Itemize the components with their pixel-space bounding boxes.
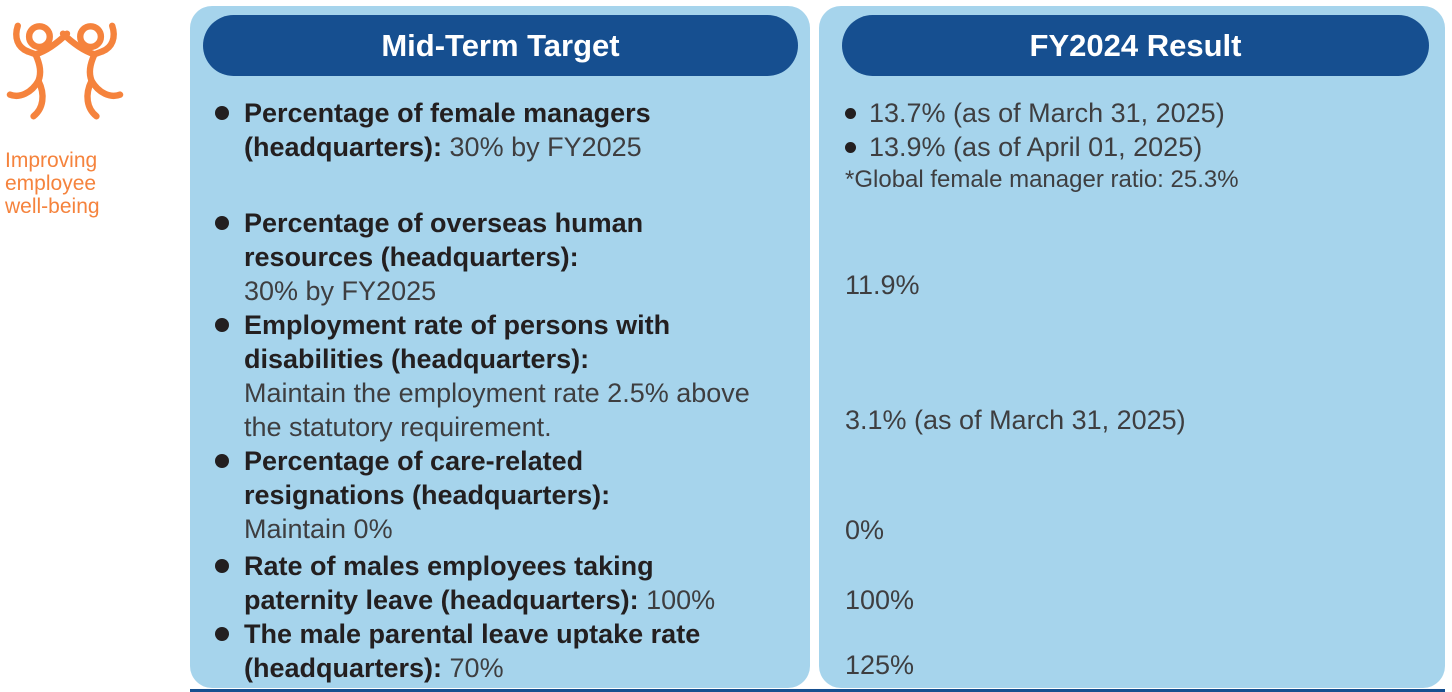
bullet-icon <box>215 216 229 230</box>
target-item-value: Maintain the employment rate 2.5% above <box>244 378 750 408</box>
result-row: 13.9% (as of April 01, 2025) <box>845 130 1202 164</box>
target-item-title: Percentage of overseas human <box>244 208 644 238</box>
result-value: *Global female manager ratio: 25.3% <box>845 166 1239 193</box>
fy2024-result-panel: FY2024 Result 13.7% (as of March 31, 202… <box>819 6 1445 688</box>
target-item-title: Percentage of care-related <box>244 446 584 476</box>
result-value: 11.9% <box>845 270 920 300</box>
result-value: 100% <box>845 585 915 615</box>
target-item-title: resources (headquarters): <box>244 242 579 272</box>
result-row: 13.7% (as of March 31, 2025) <box>845 96 1225 130</box>
target-item-title: paternity leave (headquarters): <box>244 585 639 615</box>
target-item-parental-leave-uptake: The male parental leave uptake rate (hea… <box>215 617 800 685</box>
result-value: 125% <box>845 650 915 680</box>
target-item-value: 70% <box>442 653 504 683</box>
target-item-value: 30% by FY2025 <box>442 132 642 162</box>
result-value: 3.1% (as of March 31, 2025) <box>845 405 1186 435</box>
bullet-icon <box>215 106 229 120</box>
category-label-line: Improving <box>5 149 98 172</box>
bullet-icon <box>845 107 856 119</box>
category-label: Improving employee well-being <box>5 149 100 218</box>
category-sidebar: Improving employee well-being <box>0 0 190 692</box>
result-row: 125% <box>845 648 914 682</box>
category-label-line: employee <box>5 172 97 195</box>
mid-term-target-header: Mid-Term Target <box>203 15 798 76</box>
result-row: 100% <box>845 583 914 617</box>
target-item-paternity-leave: Rate of males employees taking paternity… <box>215 549 800 617</box>
target-item-title: (headquarters): <box>244 132 443 162</box>
target-item-title: resignations (headquarters): <box>244 480 611 510</box>
fy2024-result-header: FY2024 Result <box>842 15 1429 76</box>
bullet-icon <box>215 454 229 468</box>
bullet-icon <box>215 318 229 332</box>
mid-term-target-panel: Mid-Term Target Percentage of female man… <box>190 6 810 688</box>
result-value: 0% <box>845 515 885 545</box>
bullet-icon <box>845 141 856 153</box>
result-row: 11.9% <box>845 268 920 302</box>
bullet-icon <box>215 627 229 641</box>
jumping-people-icon <box>6 18 124 128</box>
target-item-care-resignations: Percentage of care-related resignations … <box>215 444 800 546</box>
category-label-line: well-being <box>5 195 100 218</box>
target-item-title: Percentage of female managers <box>244 98 651 128</box>
target-item-title: disabilities (headquarters): <box>244 344 590 374</box>
result-value: 13.9% (as of April 01, 2025) <box>869 132 1203 162</box>
target-item-title: Employment rate of persons with <box>244 310 671 340</box>
table-bottom-rule <box>190 689 1445 692</box>
target-item-title: The male parental leave uptake rate <box>244 619 701 649</box>
target-item-title: (headquarters): <box>244 653 443 683</box>
target-item-overseas-hr: Percentage of overseas human resources (… <box>215 206 800 308</box>
bullet-icon <box>215 559 229 573</box>
target-item-title: Rate of males employees taking <box>244 551 654 581</box>
target-item-female-managers: Percentage of female managers (headquart… <box>215 96 800 164</box>
result-row: 3.1% (as of March 31, 2025) <box>845 403 1186 437</box>
target-item-value: 30% by FY2025 <box>244 276 437 306</box>
result-row: 0% <box>845 513 884 547</box>
target-item-value: 100% <box>638 585 716 615</box>
target-item-list: Percentage of female managers (headquart… <box>215 96 800 685</box>
result-footnote: *Global female manager ratio: 25.3% <box>845 165 1239 195</box>
target-item-value: the statutory requirement. <box>244 412 552 442</box>
result-value: 13.7% (as of March 31, 2025) <box>869 98 1225 128</box>
target-item-disabilities: Employment rate of persons with disabili… <box>215 308 800 444</box>
target-item-value: Maintain 0% <box>244 514 393 544</box>
